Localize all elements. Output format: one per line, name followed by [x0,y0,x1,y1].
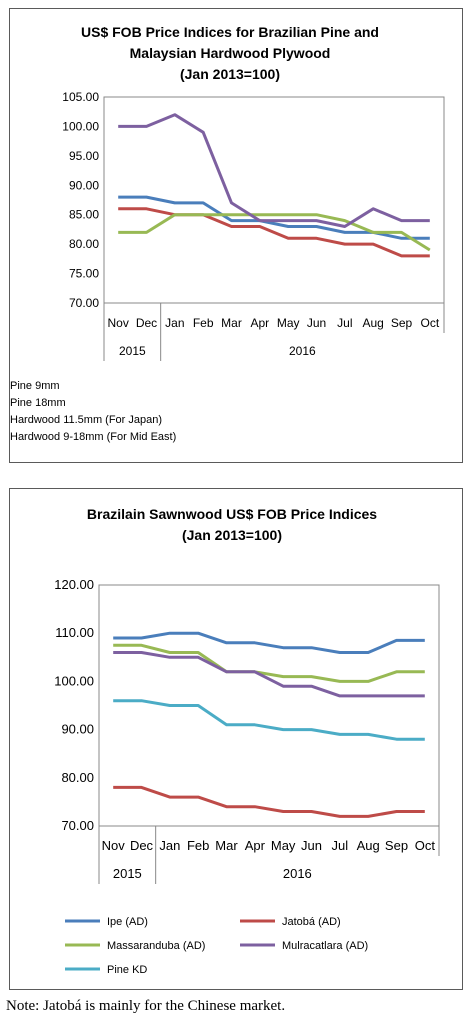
x-tick-label: May [277,316,300,330]
y-tick-label: 85.00 [69,208,99,222]
series-line [118,213,431,252]
year-label: 2015 [113,866,142,881]
x-tick-label: Dec [130,838,154,853]
legend-label: Pine KD [107,964,147,976]
y-tick-label: 75.00 [69,267,99,281]
sawnwood-chart: Brazilain Sawnwood US$ FOB Price Indices… [54,506,440,976]
legend-label: Massaranduba (AD) [107,940,205,952]
plywood-chart: US$ FOB Price Indices for Brazilian Pine… [10,24,445,443]
x-tick-label: Mar [215,838,238,853]
chart-title-line: Brazilain Sawnwood US$ FOB Price Indices [87,506,377,522]
y-tick-label: 90.00 [61,722,94,737]
legend-label: Jatobá (AD) [282,916,341,928]
x-tick-label: Jun [307,316,326,330]
x-tick-label: Sep [385,838,408,853]
x-tick-label: May [271,838,296,853]
y-tick-label: 120.00 [54,577,94,592]
y-tick-label: 90.00 [69,178,99,192]
x-tick-label: Oct [420,316,439,330]
series-line [113,785,425,818]
series-line [113,631,425,654]
legend-label: Mulracatlara (AD) [282,940,368,952]
sawnwood-chart-panel: Brazilain Sawnwood US$ FOB Price Indices… [9,488,463,990]
x-tick-label: Jan [165,316,184,330]
x-tick-label: Aug [357,838,380,853]
chart-title-line: (Jan 2013=100) [180,66,280,82]
plywood-chart-panel: US$ FOB Price Indices for Brazilian Pine… [9,8,463,463]
y-tick-label: 70.00 [69,296,99,310]
legend-label: Hardwood 11.5mm (For Japan) [10,414,162,426]
x-tick-label: Feb [193,316,214,330]
x-tick-label: Nov [102,838,126,853]
series-line [113,643,425,683]
x-tick-label: Apr [245,838,266,853]
legend-label: Hardwood 9-18mm (For Mid East) [10,431,176,443]
plot-area [98,584,440,827]
series-line [113,699,425,741]
chart-title-line: US$ FOB Price Indices for Brazilian Pine… [81,24,379,40]
x-tick-label: Nov [107,316,128,330]
series-line [118,113,430,228]
y-tick-label: 80.00 [61,770,94,785]
y-tick-label: 105.00 [62,90,99,104]
x-tick-label: Aug [362,316,383,330]
series-line [113,651,425,698]
y-tick-label: 100.00 [54,673,94,688]
chart-title-line: Malaysian Hardwood Plywood [130,45,331,61]
x-tick-label: Mar [221,316,242,330]
y-tick-label: 100.00 [62,119,99,133]
year-label: 2016 [289,344,316,358]
legend-label: Pine 18mm [10,397,66,409]
x-tick-label: Jul [337,316,352,330]
x-tick-label: Oct [415,838,436,853]
legend-label: Pine 9mm [10,380,60,392]
year-label: 2015 [119,344,146,358]
x-tick-label: Dec [136,316,157,330]
legend-label: Ipe (AD) [107,916,148,928]
x-tick-label: Sep [391,316,413,330]
y-tick-label: 70.00 [61,818,94,833]
series-line [118,207,430,258]
chart-title-line: (Jan 2013=100) [182,527,282,543]
year-label: 2016 [283,866,312,881]
x-tick-label: Feb [187,838,209,853]
x-tick-label: Jun [301,838,322,853]
footnote: Note: Jatobá is mainly for the Chinese m… [6,998,286,1014]
y-tick-label: 95.00 [69,149,99,163]
y-tick-label: 80.00 [69,237,99,251]
x-tick-label: Jul [332,838,349,853]
x-tick-label: Jan [159,838,180,853]
y-tick-label: 110.00 [55,625,94,640]
x-tick-label: Apr [250,316,269,330]
